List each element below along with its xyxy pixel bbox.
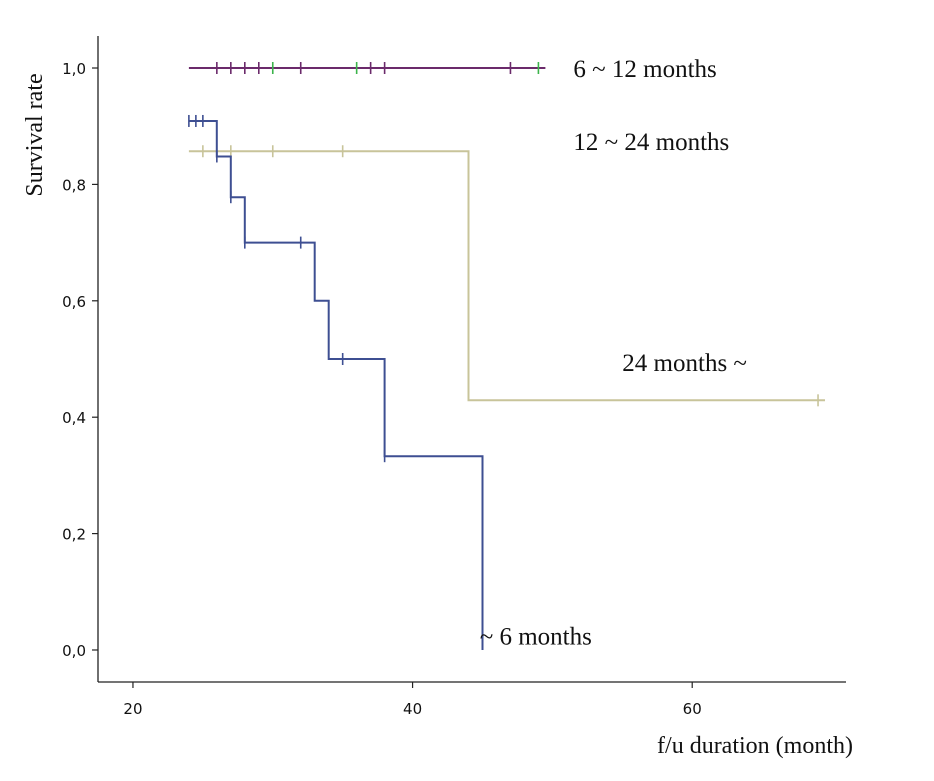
y-tick-label: 0,0 bbox=[62, 642, 86, 660]
series-layer bbox=[188, 62, 825, 650]
series-label-12-24-months: 12 ~ 24 months bbox=[573, 129, 729, 156]
y-tick-label: 0,6 bbox=[62, 293, 86, 311]
y-tick-label: 0,8 bbox=[62, 176, 86, 194]
x-tick-label: 40 bbox=[403, 700, 422, 718]
series-line-6-months bbox=[188, 120, 484, 650]
annotations: 6 ~ 12 months 12 ~ 24 months 24 months ~ ~ … bbox=[480, 56, 747, 650]
axes bbox=[97, 36, 846, 683]
y-tick-label: 1,0 bbox=[62, 60, 86, 78]
series-label-6-12-months: 6 ~ 12 months bbox=[573, 56, 716, 83]
x-tick-label: 60 bbox=[683, 700, 702, 718]
y-axis-label: Survival rate bbox=[22, 73, 48, 196]
y-tick-label: 0,2 bbox=[62, 526, 86, 544]
x-tick-label: 20 bbox=[123, 700, 142, 718]
series-label-6-months: ~ 6 months bbox=[480, 623, 592, 650]
series-line-12-24-months bbox=[188, 150, 825, 402]
ticks: 0,0 0,2 0,4 0,6 0,8 1,0 20 40 60 bbox=[62, 60, 702, 718]
y-tick-label: 0,4 bbox=[62, 409, 86, 427]
x-axis-label: f/u duration (month) bbox=[657, 733, 853, 759]
series-label-24-months: 24 months ~ bbox=[622, 350, 747, 377]
